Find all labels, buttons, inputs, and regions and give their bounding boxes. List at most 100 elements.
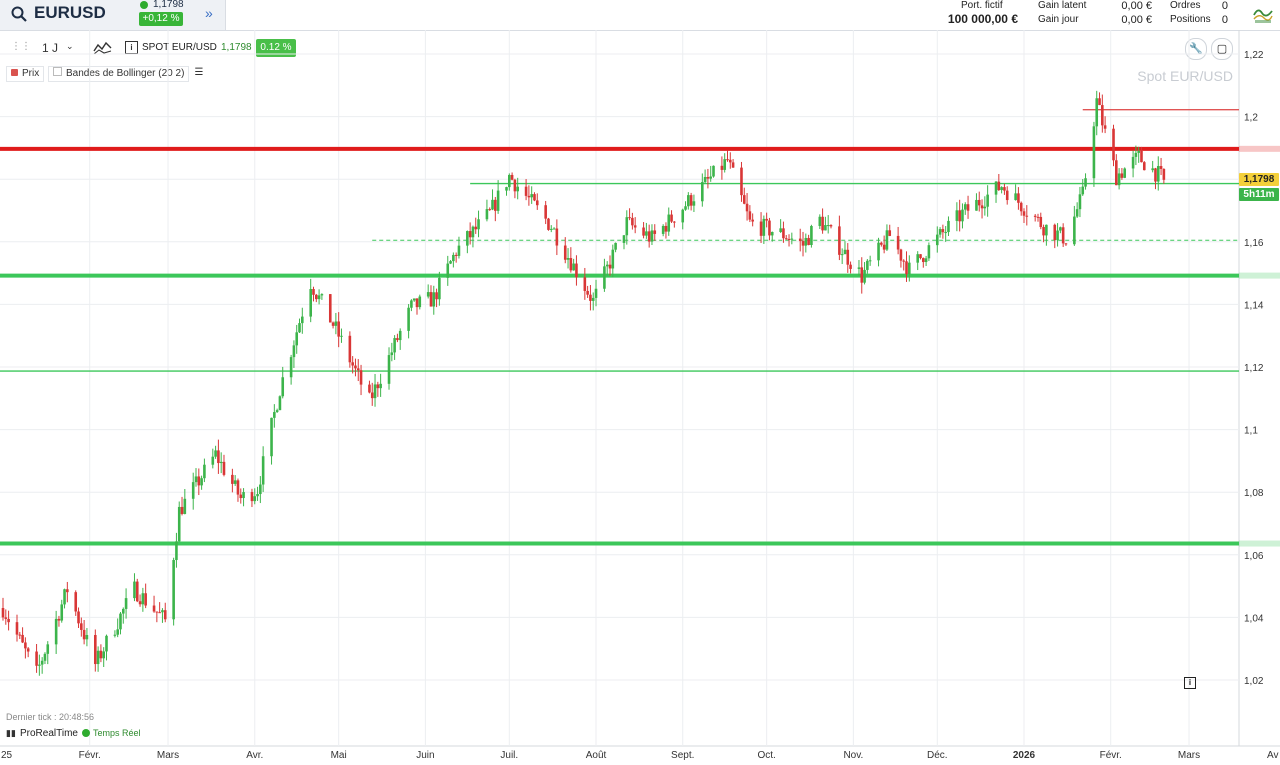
candle-body: [356, 368, 360, 371]
candle: [1042, 224, 1045, 243]
chart-type-icon[interactable]: [92, 39, 114, 57]
candle: [194, 468, 198, 487]
candle-body: [1142, 162, 1146, 171]
candle: [1073, 205, 1076, 246]
candle: [748, 205, 752, 223]
candle: [256, 486, 259, 501]
candle-body: [292, 345, 296, 358]
search-icon[interactable]: [11, 6, 27, 22]
candle: [1075, 202, 1079, 218]
candle-body: [880, 242, 883, 245]
candle-body: [549, 228, 553, 230]
candle: [1115, 154, 1118, 186]
candle: [312, 286, 315, 302]
legend-price[interactable]: Prix: [6, 66, 45, 82]
symbol-name[interactable]: EURUSD: [34, 3, 106, 22]
candle: [882, 235, 886, 254]
candle: [857, 259, 861, 276]
candle-body: [505, 187, 508, 191]
candle-body: [706, 177, 710, 179]
candle-body: [840, 254, 844, 256]
candle-body: [731, 162, 735, 168]
candle: [1005, 186, 1009, 205]
candle-body: [457, 245, 461, 256]
candle: [762, 215, 766, 244]
candle-body: [488, 209, 492, 211]
candle-body: [312, 289, 315, 295]
candle: [1053, 223, 1057, 249]
candle: [1154, 167, 1157, 190]
candle-body: [354, 365, 357, 369]
candle: [1003, 183, 1006, 195]
candle: [510, 172, 514, 181]
candle-body: [586, 290, 589, 295]
candle-body: [712, 165, 715, 177]
legend-bollinger[interactable]: Bandes de Bollinger (20 2): [48, 66, 190, 82]
candle-body: [99, 650, 103, 659]
candle: [846, 243, 850, 273]
candle-body: [801, 241, 805, 246]
info-icon[interactable]: i: [1184, 677, 1196, 689]
portfolio-value: 100 000,00 €: [947, 12, 1018, 26]
candle-body: [1053, 224, 1057, 241]
candle-body: [605, 264, 609, 267]
candle-body: [566, 258, 570, 260]
candle-body: [603, 266, 606, 289]
candle: [219, 452, 223, 474]
candle: [728, 152, 732, 169]
candle: [958, 199, 961, 232]
candle: [790, 232, 794, 245]
candle: [1117, 168, 1121, 190]
x-tick-label: Déc.: [927, 750, 948, 761]
price-chart[interactable]: 1,221,21,181,161,141,121,11,081,061,041,…: [0, 30, 1280, 765]
candle-body: [983, 206, 987, 209]
candle: [309, 278, 312, 323]
candle-body: [647, 231, 651, 242]
candle-body: [762, 218, 766, 236]
candle: [239, 488, 243, 504]
y-tick-label: 1,16: [1244, 238, 1264, 249]
candle-body: [278, 396, 282, 411]
legend-bollinger-checkbox[interactable]: [53, 67, 62, 76]
candle: [673, 221, 676, 228]
double-chevron-right-icon[interactable]: »: [205, 5, 213, 21]
candle-body: [491, 199, 494, 210]
candle: [7, 610, 10, 631]
drag-handle-icon[interactable]: ⋮⋮: [11, 41, 31, 52]
candle-body: [328, 294, 332, 323]
candle-body: [231, 474, 234, 484]
candle-body: [379, 383, 382, 389]
candle-body: [102, 651, 106, 659]
candle: [555, 219, 559, 256]
candle-body: [270, 417, 273, 457]
period-select[interactable]: 1 J ⌄: [36, 39, 81, 57]
list-icon[interactable]: ☰: [194, 67, 204, 78]
candle-body: [653, 230, 657, 234]
candle-body: [628, 217, 631, 219]
instrument-change-badge: 0.12 %: [256, 39, 296, 57]
x-axis: 25 Févr. Mars Avr. Mai Juin Juil. Août Sept. Oct.…: [1, 750, 1279, 761]
x-tick-label: Juin: [416, 750, 434, 761]
candle-body: [670, 214, 673, 222]
candle: [524, 179, 528, 201]
candle: [843, 241, 847, 255]
candle-body: [986, 194, 989, 207]
candle: [908, 255, 911, 282]
candle-body: [298, 323, 301, 333]
candle: [642, 222, 645, 239]
candle-body: [217, 450, 220, 464]
candle-timer-badge: 5h11m: [1239, 188, 1279, 201]
x-tick-label: Oct.: [757, 750, 775, 761]
app-logo-icon[interactable]: [1252, 3, 1274, 25]
candle-body: [975, 199, 978, 211]
candle: [821, 208, 824, 234]
symbol-box[interactable]: EURUSD 1,1798 +0,12 % »: [0, 0, 226, 30]
candle-body: [477, 219, 480, 230]
y-tick-label: 1,22: [1244, 50, 1264, 61]
candle: [379, 373, 382, 397]
candle-body: [516, 186, 519, 192]
candle: [454, 252, 458, 263]
candle-body: [390, 352, 394, 356]
candle: [242, 488, 245, 507]
candle: [647, 224, 651, 248]
